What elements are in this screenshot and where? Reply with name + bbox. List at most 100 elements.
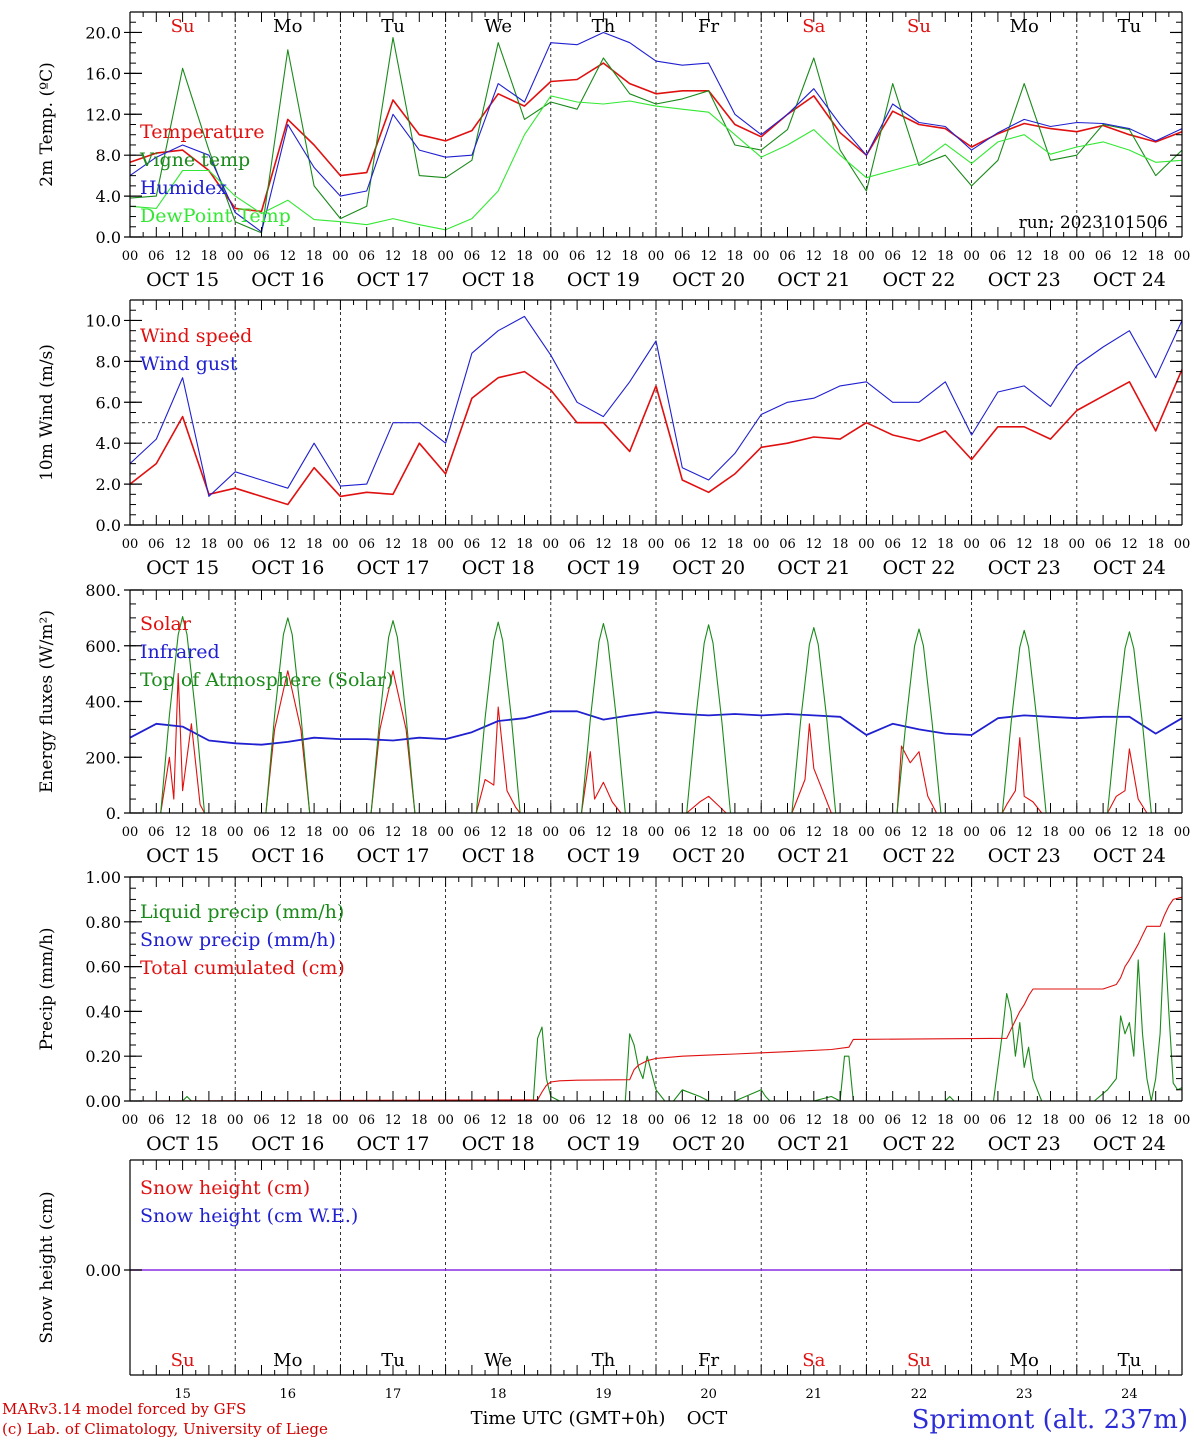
hour-tick-label: 06: [1095, 1113, 1112, 1128]
hour-tick-label: 18: [1147, 537, 1164, 552]
x-axis-title: Time UTC (GMT+0h): [471, 1408, 666, 1429]
hour-tick-label: 18: [306, 249, 323, 264]
hour-tick-label: 00: [1069, 825, 1086, 840]
date-label: OCT 17: [356, 1133, 429, 1155]
hour-tick-label: 12: [174, 537, 191, 552]
hour-tick-label: 06: [779, 537, 796, 552]
hour-tick-label: 06: [148, 249, 165, 264]
hour-tick-label: 18: [727, 825, 744, 840]
date-label: OCT 24: [1093, 1133, 1166, 1155]
hour-tick-label: 00: [1174, 249, 1191, 264]
series-line-total-cumulated-cm-: [129, 896, 1183, 1102]
date-label: OCT 18: [462, 557, 535, 579]
hour-tick-label: 12: [385, 1113, 402, 1128]
hour-tick-label: 12: [1121, 1113, 1138, 1128]
legend-entry: DewPoint Temp: [140, 205, 291, 227]
hour-tick-label: 18: [411, 825, 428, 840]
weekday-label-top: Mo: [1010, 16, 1039, 37]
date-label: OCT 21: [777, 1133, 850, 1155]
date-label: OCT 22: [882, 269, 955, 291]
hour-tick-label: 18: [1042, 825, 1059, 840]
hour-tick-label: 18: [411, 537, 428, 552]
y-tick-label: 400.: [85, 693, 121, 712]
hour-tick-label: 00: [648, 1113, 665, 1128]
hour-tick-label: 06: [779, 249, 796, 264]
hour-tick-label: 12: [911, 249, 928, 264]
day-number-label: 16: [280, 1387, 297, 1402]
weekday-label-top: Th: [592, 16, 616, 37]
day-number-label: 18: [490, 1387, 507, 1402]
legend-entry: Wind gust: [140, 353, 238, 375]
hour-tick-label: 18: [832, 537, 849, 552]
date-label: OCT 18: [462, 1133, 535, 1155]
hour-tick-label: 06: [253, 249, 270, 264]
hour-tick-label: 18: [1147, 825, 1164, 840]
hour-tick-label: 12: [595, 537, 612, 552]
hour-tick-label: 18: [832, 249, 849, 264]
hour-tick-label: 00: [858, 537, 875, 552]
legend-entry: Solar: [140, 613, 192, 635]
hour-tick-label: 18: [621, 1113, 638, 1128]
y-tick-label: 0.0: [96, 516, 121, 535]
hour-tick-label: 00: [227, 825, 244, 840]
day-number-label: 23: [1016, 1387, 1033, 1402]
y-tick-label: 0.00: [85, 1092, 121, 1111]
hour-tick-label: 06: [1095, 249, 1112, 264]
hour-tick-label: 06: [569, 825, 586, 840]
hour-tick-label: 06: [990, 249, 1007, 264]
hour-tick-label: 18: [621, 825, 638, 840]
series-line-dewpoint-temp: [129, 95, 1183, 231]
hour-tick-label: 06: [1095, 825, 1112, 840]
panel-5: 0.00 Snow height (cm) Snow height (cm) Snow…: [37, 1159, 1183, 1376]
date-label: OCT 19: [567, 845, 640, 867]
date-label: OCT 16: [251, 269, 324, 291]
hour-tick-label: 00: [963, 537, 980, 552]
hour-tick-label: 12: [490, 249, 507, 264]
legend-entry: Liquid precip (mm/h): [140, 901, 344, 923]
hour-tick-label: 18: [306, 825, 323, 840]
hour-tick-label: 00: [963, 825, 980, 840]
panel-3: 0. 200. 400. 600. 800. Energy fluxes (W/m²) 00…: [37, 581, 1190, 867]
hour-tick-label: 00: [543, 825, 560, 840]
y-tick-label: 6.0: [96, 393, 121, 412]
hour-tick-label: 12: [490, 825, 507, 840]
hour-tick-label: 12: [174, 1113, 191, 1128]
series-line-solar: [130, 670, 1148, 814]
hour-tick-label: 06: [569, 537, 586, 552]
hour-tick-label: 06: [464, 825, 481, 840]
hour-tick-label: 12: [700, 537, 717, 552]
hour-tick-label: 00: [332, 1113, 349, 1128]
legend-entry: Wind speed: [140, 325, 252, 347]
y-tick-label: 20.0: [85, 23, 121, 42]
hour-tick-label: 00: [1069, 537, 1086, 552]
weekday-label-bottom: We: [484, 1350, 512, 1371]
hour-tick-label: 18: [832, 825, 849, 840]
weekday-label-top: Tu: [1118, 16, 1142, 37]
hour-tick-label: 06: [990, 537, 1007, 552]
hour-tick-label: 00: [1174, 1113, 1191, 1128]
hour-tick-label: 18: [306, 537, 323, 552]
y-tick-label: 0.20: [85, 1047, 121, 1066]
hour-tick-label: 06: [884, 1113, 901, 1128]
date-label: OCT 19: [567, 269, 640, 291]
hour-tick-label: 00: [753, 537, 770, 552]
panel-2: 0.0 2.0 4.0 6.0 8.0 10.0 10m Wind (m/s) 00 06 12 1…: [37, 299, 1190, 579]
hour-tick-label: 00: [122, 537, 139, 552]
date-label: OCT 19: [567, 557, 640, 579]
hour-tick-label: 18: [201, 249, 218, 264]
legend-entry: Humidex: [140, 177, 227, 199]
hour-tick-label: 00: [543, 537, 560, 552]
hour-tick-label: 00: [858, 825, 875, 840]
day-number-label: 15: [174, 1387, 191, 1402]
date-label: OCT 21: [777, 845, 850, 867]
hour-tick-label: 18: [516, 825, 533, 840]
hour-tick-label: 00: [648, 825, 665, 840]
date-label: OCT 20: [672, 557, 745, 579]
weekday-label-top: Fr: [698, 16, 719, 37]
hour-tick-label: 12: [700, 1113, 717, 1128]
weekday-label-bottom: Su: [907, 1350, 931, 1371]
series-line-wind-gust: [129, 315, 1183, 497]
hour-tick-label: 18: [1147, 249, 1164, 264]
day-number-label: 22: [911, 1387, 928, 1402]
